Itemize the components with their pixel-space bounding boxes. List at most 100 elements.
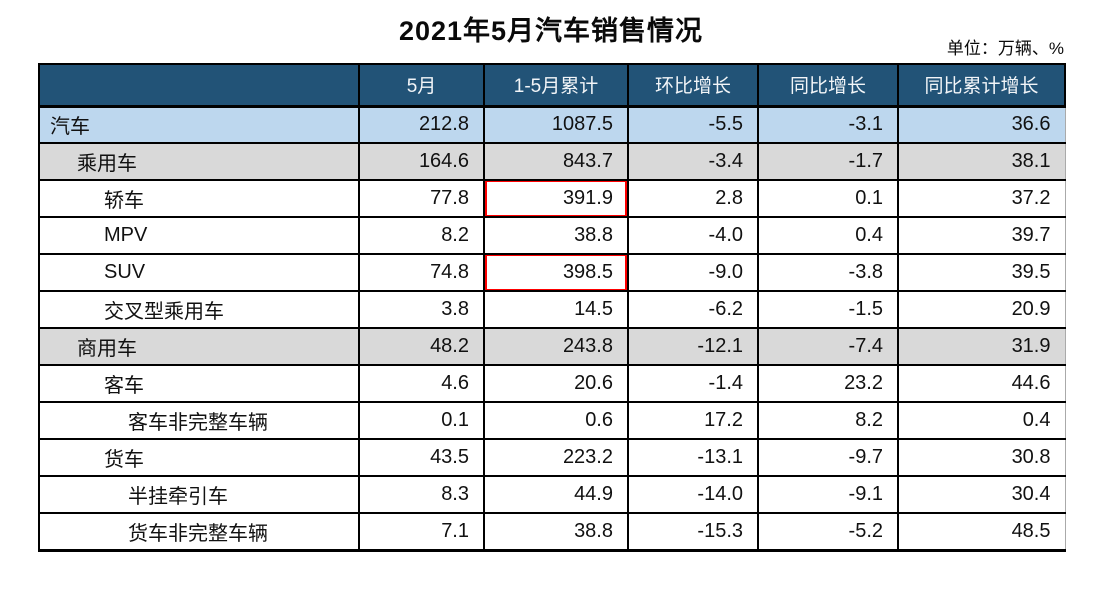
cell-value: 4.6	[358, 364, 485, 403]
table-row: 乘用车 164.6 843.7 -3.4 -1.7 38.1	[38, 142, 1066, 181]
header-cell: 环比增长	[627, 63, 759, 108]
cell-value: 212.8	[358, 105, 485, 144]
row-label: 乘用车	[38, 142, 360, 181]
header-cell: 5月	[358, 63, 485, 108]
table-row: 货车 43.5 223.2 -13.1 -9.7 30.8	[38, 438, 1066, 477]
cell-value: -5.5	[627, 105, 759, 144]
cell-value: 23.2	[757, 364, 899, 403]
header-cell: 同比增长	[757, 63, 899, 108]
highlight-box	[486, 256, 626, 289]
cell-value: 14.5	[483, 290, 629, 329]
row-label: 商用车	[38, 327, 360, 366]
cell-value: -4.0	[627, 216, 759, 255]
cell-value: 38.8	[483, 512, 629, 552]
row-label: 汽车	[38, 105, 360, 144]
table-header: 5月 1-5月累计 环比增长 同比增长 同比累计增长	[38, 63, 1066, 108]
cell-value: 0.6	[483, 401, 629, 440]
cell-value: 0.4	[757, 216, 899, 255]
cell-value: 391.9	[483, 179, 629, 218]
cell-value: 30.8	[897, 438, 1066, 477]
cell-value: 39.5	[897, 253, 1066, 292]
cell-value: 30.4	[897, 475, 1066, 514]
cell-value: -6.2	[627, 290, 759, 329]
cell-value: 36.6	[897, 105, 1066, 144]
row-label: 半挂牵引车	[38, 475, 360, 514]
cell-value: 0.1	[358, 401, 485, 440]
cell-value: -9.7	[757, 438, 899, 477]
cell-value: -5.2	[757, 512, 899, 552]
cell-value: 398.5	[483, 253, 629, 292]
table-wrap: 5月 1-5月累计 环比增长 同比增长 同比累计增长 汽车 212.8 1087.5 -5.5…	[38, 63, 1066, 552]
cell-value: -1.7	[757, 142, 899, 181]
cell-value: -9.1	[757, 475, 899, 514]
cell-value: 8.3	[358, 475, 485, 514]
cell-value: 74.8	[358, 253, 485, 292]
cell-value: 1087.5	[483, 105, 629, 144]
table-row: 货车非完整车辆 7.1 38.8 -15.3 -5.2 48.5	[38, 512, 1066, 552]
cell-value: 44.6	[897, 364, 1066, 403]
unit-note: 单位：万辆、%	[946, 39, 1064, 58]
cell-value: 48.5	[897, 512, 1066, 552]
cell-value: 0.1	[757, 179, 899, 218]
table-row: 交叉型乘用车 3.8 14.5 -6.2 -1.5 20.9	[38, 290, 1066, 329]
cell-value: 164.6	[358, 142, 485, 181]
cell-value: 31.9	[897, 327, 1066, 366]
cell-value: 20.6	[483, 364, 629, 403]
table-body: 汽车 212.8 1087.5 -5.5 -3.1 36.6 乘用车 164.6 843.7 -3…	[38, 105, 1066, 552]
header-cell: 1-5月累计	[483, 63, 629, 108]
cell-value: 39.7	[897, 216, 1066, 255]
row-label: MPV	[38, 216, 360, 255]
cell-value: -3.4	[627, 142, 759, 181]
cell-value: 8.2	[757, 401, 899, 440]
cell-value: -1.4	[627, 364, 759, 403]
cell-value: -13.1	[627, 438, 759, 477]
cell-value: 8.2	[358, 216, 485, 255]
highlight-box	[486, 182, 626, 215]
row-label: 客车非完整车辆	[38, 401, 360, 440]
cell-value: 3.8	[358, 290, 485, 329]
table-row: 半挂牵引车 8.3 44.9 -14.0 -9.1 30.4	[38, 475, 1066, 514]
cell-value: 243.8	[483, 327, 629, 366]
row-label: 货车非完整车辆	[38, 512, 360, 552]
table-row: SUV 74.8 398.5 -9.0 -3.8 39.5	[38, 253, 1066, 292]
table-row: 轿车 77.8 391.9 2.8 0.1 37.2	[38, 179, 1066, 218]
cell-value: -1.5	[757, 290, 899, 329]
cell-value: -9.0	[627, 253, 759, 292]
row-label: SUV	[38, 253, 360, 292]
table-row: 商用车 48.2 243.8 -12.1 -7.4 31.9	[38, 327, 1066, 366]
page-title: 2021年5月汽车销售情况	[398, 16, 704, 46]
row-label: 交叉型乘用车	[38, 290, 360, 329]
table-row: 汽车 212.8 1087.5 -5.5 -3.1 36.6	[38, 105, 1066, 144]
header-cell: 同比累计增长	[897, 63, 1066, 108]
cell-value: 843.7	[483, 142, 629, 181]
cell-value: -15.3	[627, 512, 759, 552]
header-cell-empty	[38, 63, 360, 108]
cell-value: 223.2	[483, 438, 629, 477]
cell-value: 43.5	[358, 438, 485, 477]
table-row: 客车非完整车辆 0.1 0.6 17.2 8.2 0.4	[38, 401, 1066, 440]
cell-value: -12.1	[627, 327, 759, 366]
table-row: 客车 4.6 20.6 -1.4 23.2 44.6	[38, 364, 1066, 403]
cell-value: 37.2	[897, 179, 1066, 218]
cell-value: 0.4	[897, 401, 1066, 440]
header-row: 5月 1-5月累计 环比增长 同比增长 同比累计增长	[38, 63, 1066, 108]
cell-value: 48.2	[358, 327, 485, 366]
cell-value: 7.1	[358, 512, 485, 552]
sales-table: 5月 1-5月累计 环比增长 同比增长 同比累计增长 汽车 212.8 1087.5 -5.5…	[38, 63, 1066, 552]
cell-value: -7.4	[757, 327, 899, 366]
cell-value: 20.9	[897, 290, 1066, 329]
cell-value: -3.1	[757, 105, 899, 144]
row-label: 货车	[38, 438, 360, 477]
cell-value: 77.8	[358, 179, 485, 218]
cell-value: 38.8	[483, 216, 629, 255]
cell-value: 38.1	[897, 142, 1066, 181]
cell-value: -14.0	[627, 475, 759, 514]
table-row: MPV 8.2 38.8 -4.0 0.4 39.7	[38, 216, 1066, 255]
cell-value: 2.8	[627, 179, 759, 218]
cell-value: -3.8	[757, 253, 899, 292]
cell-value: 44.9	[483, 475, 629, 514]
row-label: 轿车	[38, 179, 360, 218]
cell-value: 17.2	[627, 401, 759, 440]
row-label: 客车	[38, 364, 360, 403]
